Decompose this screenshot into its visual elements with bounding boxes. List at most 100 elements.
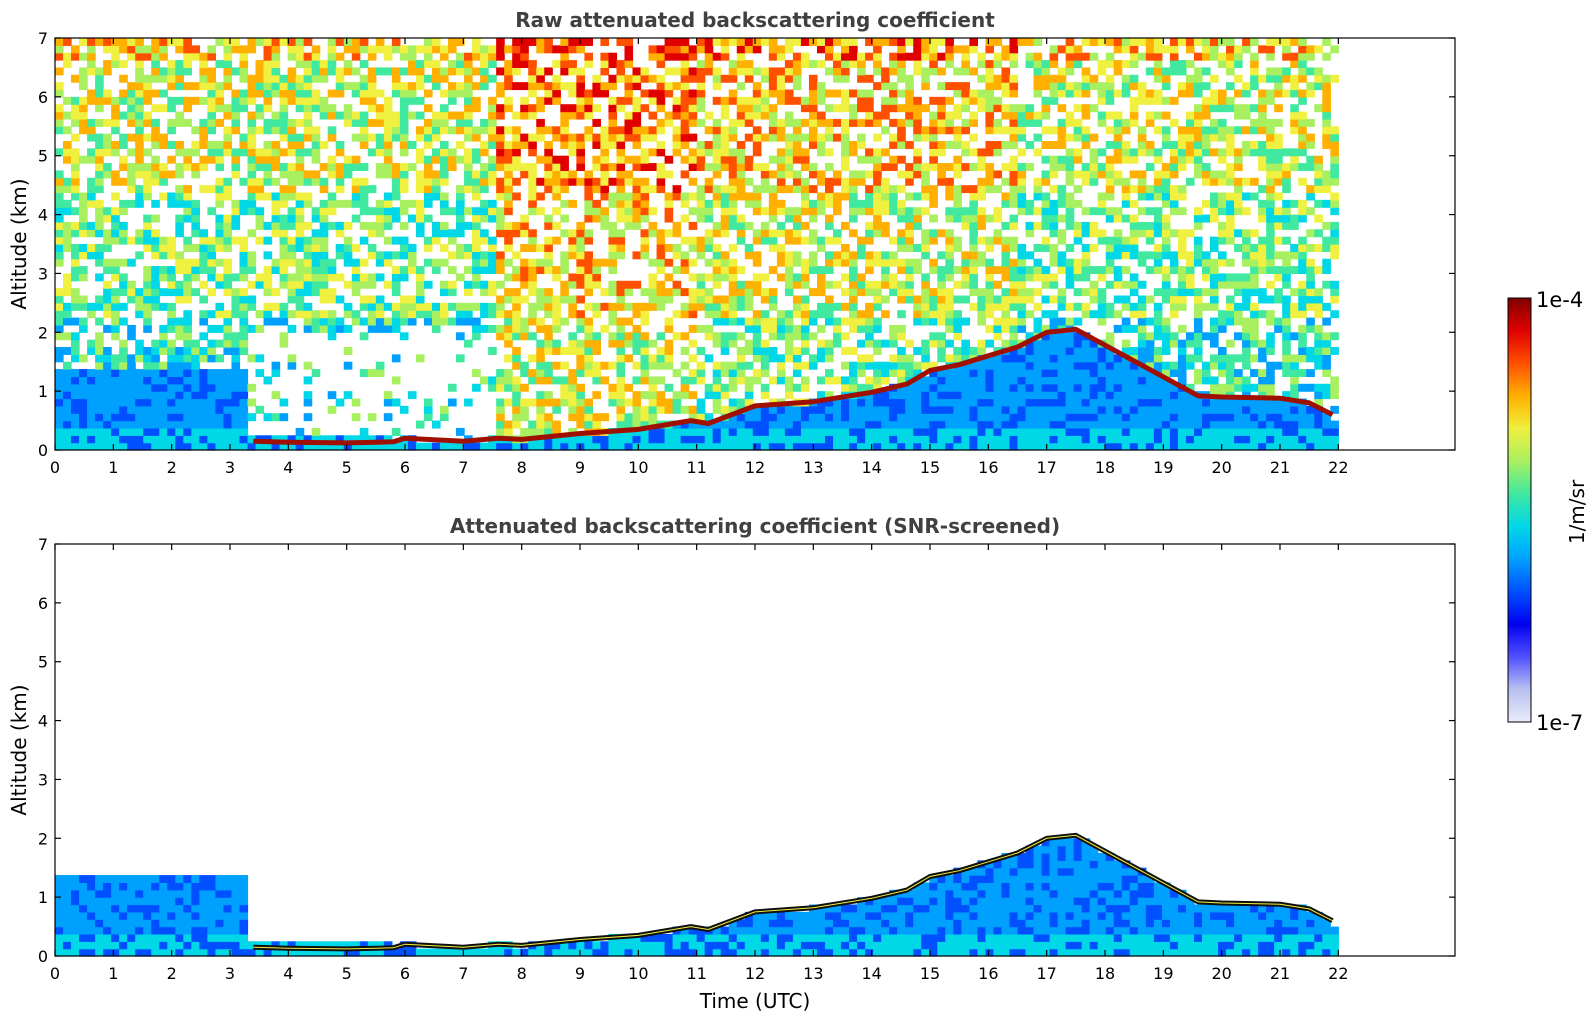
heatmap-cell bbox=[480, 280, 489, 289]
heatmap-cell bbox=[175, 148, 184, 157]
heatmap-cell bbox=[167, 376, 176, 385]
heatmap-cell bbox=[728, 376, 738, 385]
heatmap-cell bbox=[696, 361, 706, 370]
heatmap-cell bbox=[808, 405, 818, 414]
heatmap-cell bbox=[456, 317, 465, 326]
heatmap-cell bbox=[889, 332, 898, 341]
heatmap-cell bbox=[71, 354, 80, 363]
heatmap-cell bbox=[1113, 45, 1123, 54]
heatmap-cell bbox=[1089, 148, 1099, 157]
heatmap-cell bbox=[71, 229, 80, 238]
heatmap-cell bbox=[119, 339, 128, 348]
heatmap-cell bbox=[440, 45, 449, 54]
heatmap-cell bbox=[536, 258, 545, 267]
heatmap-cell bbox=[704, 229, 714, 238]
heatmap-cell bbox=[584, 126, 593, 135]
heatmap-cell bbox=[720, 361, 730, 370]
heatmap-cell bbox=[1065, 258, 1075, 267]
heatmap-cell bbox=[1065, 273, 1075, 282]
heatmap-cell bbox=[287, 435, 297, 444]
heatmap-cell bbox=[816, 244, 826, 252]
heatmap-cell bbox=[464, 244, 473, 252]
heatmap-cell bbox=[744, 317, 754, 326]
heatmap-cell bbox=[55, 221, 64, 230]
heatmap-cell bbox=[231, 67, 241, 76]
heatmap-cell bbox=[1073, 435, 1083, 444]
heatmap-cell bbox=[183, 199, 192, 208]
heatmap-cell bbox=[488, 199, 497, 208]
heatmap-cell bbox=[1033, 288, 1043, 297]
heatmap-cell bbox=[223, 45, 233, 54]
heatmap-cell bbox=[79, 229, 88, 238]
heatmap-cell bbox=[295, 141, 305, 149]
heatmap-cell bbox=[544, 324, 553, 333]
heatmap-cell bbox=[199, 317, 208, 326]
heatmap-cell bbox=[576, 354, 585, 363]
heatmap-cell bbox=[287, 442, 297, 451]
heatmap-cell bbox=[897, 141, 906, 149]
heatmap-cell bbox=[1073, 221, 1083, 230]
heatmap-cell bbox=[480, 288, 489, 297]
heatmap-cell bbox=[985, 383, 995, 392]
heatmap-cell bbox=[1065, 376, 1075, 385]
heatmap-cell bbox=[792, 369, 802, 378]
heatmap-cell bbox=[1049, 185, 1059, 194]
heatmap-cell bbox=[584, 60, 593, 69]
heatmap-cell bbox=[191, 52, 200, 61]
heatmap-cell bbox=[472, 170, 481, 179]
heatmap-cell bbox=[969, 221, 978, 230]
heatmap-cell bbox=[712, 52, 722, 61]
heatmap-cell bbox=[1057, 155, 1067, 164]
heatmap-cell bbox=[151, 273, 160, 282]
heatmap-cell bbox=[95, 354, 104, 363]
heatmap-cell bbox=[849, 376, 858, 385]
heatmap-cell bbox=[279, 280, 289, 289]
heatmap-cell bbox=[776, 354, 786, 363]
heatmap-cell bbox=[359, 258, 369, 267]
heatmap-cell bbox=[953, 185, 962, 194]
heatmap-cell bbox=[247, 251, 257, 260]
heatmap-cell bbox=[752, 38, 762, 46]
heatmap-cell bbox=[977, 376, 987, 385]
heatmap-cell bbox=[792, 354, 802, 363]
heatmap-cell bbox=[865, 288, 874, 297]
heatmap-cell bbox=[1065, 177, 1075, 186]
heatmap-cell bbox=[841, 361, 850, 370]
heatmap-cell bbox=[800, 295, 810, 304]
heatmap-cell bbox=[1081, 258, 1091, 267]
heatmap-cell bbox=[119, 435, 128, 444]
heatmap-cell bbox=[993, 38, 1003, 46]
heatmap-cell bbox=[664, 258, 674, 267]
heatmap-cell bbox=[752, 67, 762, 76]
heatmap-cell bbox=[359, 427, 369, 436]
heatmap-cell bbox=[191, 435, 200, 444]
heatmap-cell bbox=[688, 236, 698, 245]
heatmap-cell bbox=[119, 199, 128, 208]
heatmap-cell bbox=[808, 133, 818, 142]
heatmap-cell bbox=[841, 118, 850, 127]
heatmap-cell bbox=[913, 126, 922, 135]
heatmap-cell bbox=[945, 310, 954, 319]
heatmap-cell bbox=[512, 361, 521, 370]
heatmap-cell bbox=[303, 273, 313, 282]
heatmap-cell bbox=[776, 74, 786, 83]
heatmap-cell bbox=[656, 295, 666, 304]
heatmap-cell bbox=[512, 229, 521, 238]
heatmap-cell bbox=[800, 133, 810, 142]
heatmap-cell bbox=[897, 214, 906, 223]
heatmap-cell bbox=[937, 317, 946, 326]
heatmap-cell bbox=[327, 104, 337, 113]
heatmap-cell bbox=[263, 177, 273, 186]
heatmap-cell bbox=[287, 38, 297, 46]
heatmap-cell bbox=[480, 177, 489, 186]
heatmap-cell bbox=[688, 339, 698, 348]
heatmap-cell bbox=[63, 52, 72, 61]
heatmap-cell bbox=[560, 317, 569, 326]
heatmap-cell bbox=[383, 133, 393, 142]
heatmap-cell bbox=[865, 229, 874, 238]
heatmap-cell bbox=[207, 427, 217, 436]
heatmap-cell bbox=[1049, 221, 1059, 230]
heatmap-cell bbox=[1009, 104, 1019, 113]
heatmap-cell bbox=[792, 435, 802, 444]
heatmap-cell bbox=[993, 141, 1003, 149]
